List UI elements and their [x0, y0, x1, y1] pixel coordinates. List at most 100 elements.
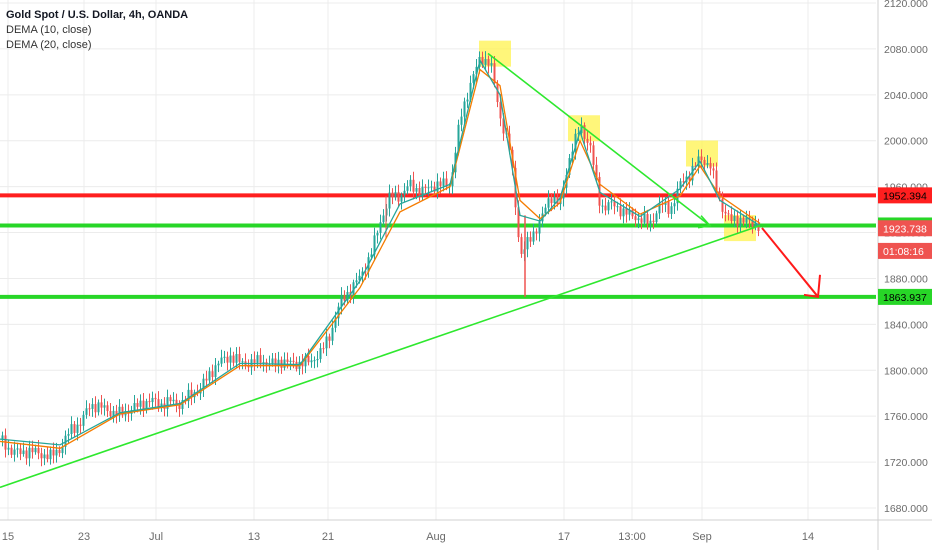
- candle-body: [103, 405, 106, 408]
- candle-body: [688, 176, 691, 181]
- candle-body: [739, 217, 742, 226]
- candle-body: [85, 408, 88, 415]
- candle-body: [88, 408, 91, 410]
- candle-body: [109, 411, 112, 417]
- x-tick-label: 21: [322, 531, 334, 543]
- candle-body: [415, 188, 418, 192]
- candle-body: [712, 168, 715, 171]
- candle-body: [442, 178, 445, 186]
- candle-body: [361, 271, 364, 276]
- candle-body: [211, 371, 214, 377]
- candle-body: [547, 198, 550, 208]
- candle-body: [535, 231, 538, 234]
- candle-body: [640, 218, 643, 223]
- candle-body: [241, 361, 244, 363]
- candle-body: [490, 63, 493, 66]
- candle-body: [610, 201, 613, 203]
- candle-body: [61, 446, 64, 454]
- candle-body: [253, 359, 256, 364]
- candle-body: [676, 188, 679, 204]
- candle-body: [493, 63, 496, 84]
- candle-body: [391, 192, 394, 198]
- current-price-tag: [878, 220, 932, 237]
- candle-body: [82, 414, 85, 426]
- y-tick-label: 1720.000: [884, 457, 928, 469]
- candle-body: [376, 232, 379, 236]
- candle-body: [475, 66, 478, 75]
- candle-body: [757, 224, 760, 232]
- candle-body: [481, 56, 484, 65]
- candle-body: [175, 399, 178, 405]
- dema-20-line: [0, 68, 761, 449]
- candle-body: [79, 424, 82, 426]
- x-tick-label: Aug: [426, 531, 446, 543]
- candle-body: [544, 207, 547, 214]
- x-tick-label: 13:00: [618, 531, 646, 543]
- candle-body: [619, 206, 622, 217]
- candle-body: [310, 360, 313, 363]
- candle-body: [34, 447, 37, 453]
- candle-body: [25, 450, 28, 459]
- candle-body: [313, 360, 316, 362]
- candle-body: [151, 397, 154, 403]
- candle-body: [670, 206, 673, 214]
- candle-body: [427, 187, 430, 189]
- chart-legend: Gold Spot / U.S. Dollar, 4h, OANDA DEMA …: [6, 8, 188, 53]
- candle-body: [637, 218, 640, 221]
- candle-body: [586, 138, 589, 143]
- candle-body: [409, 179, 412, 187]
- candle-body: [181, 400, 184, 409]
- candle-body: [40, 453, 43, 459]
- candle-body: [106, 405, 109, 412]
- candle-body: [634, 216, 637, 221]
- candle-body: [745, 217, 748, 223]
- candle-body: [553, 197, 556, 204]
- candle-body: [271, 358, 274, 364]
- candle-body: [667, 201, 670, 214]
- candle-body: [214, 365, 217, 377]
- candle-body: [673, 203, 676, 207]
- candle-body: [22, 450, 25, 455]
- candle-body: [172, 399, 175, 402]
- candle-body: [292, 360, 295, 362]
- candle-body: [388, 192, 391, 209]
- y-tick-label: 1760.000: [884, 411, 928, 423]
- candle-body: [472, 74, 475, 83]
- candle-body: [319, 348, 322, 360]
- candle-body: [235, 354, 238, 363]
- candle-body: [76, 424, 79, 433]
- candle-body: [682, 181, 685, 183]
- y-tick-label: 1880.000: [884, 273, 928, 285]
- candle-body: [691, 165, 694, 181]
- candle-body: [628, 209, 631, 215]
- indicator-dema-10[interactable]: DEMA (10, close): [6, 24, 92, 36]
- x-tick-label: 13: [248, 531, 260, 543]
- candle-body: [328, 336, 331, 341]
- candle-body: [439, 181, 442, 186]
- candle-body: [517, 207, 520, 238]
- indicator-dema-20[interactable]: DEMA (20, close): [6, 39, 92, 51]
- candle-body: [340, 295, 343, 307]
- candle-body: [73, 424, 76, 433]
- candle-body: [430, 186, 433, 188]
- candle-body: [538, 221, 541, 234]
- descending-arrowhead: [697, 215, 712, 229]
- price-tag: [878, 288, 932, 305]
- price-tag-label: 1952.394: [883, 190, 927, 202]
- candle-body: [694, 165, 697, 167]
- candle-body: [649, 220, 652, 224]
- candle-body: [622, 208, 625, 217]
- candle-body: [709, 163, 712, 169]
- candle-body: [607, 202, 610, 211]
- candle-body: [730, 214, 733, 221]
- candle-body: [463, 101, 466, 117]
- candle-body: [400, 194, 403, 202]
- candle-body: [592, 145, 595, 165]
- candle-body: [331, 327, 334, 341]
- candle-body: [418, 188, 421, 197]
- candle-body: [154, 397, 157, 400]
- candle-body: [121, 406, 124, 416]
- candle-body: [715, 170, 718, 192]
- candle-body: [700, 156, 703, 160]
